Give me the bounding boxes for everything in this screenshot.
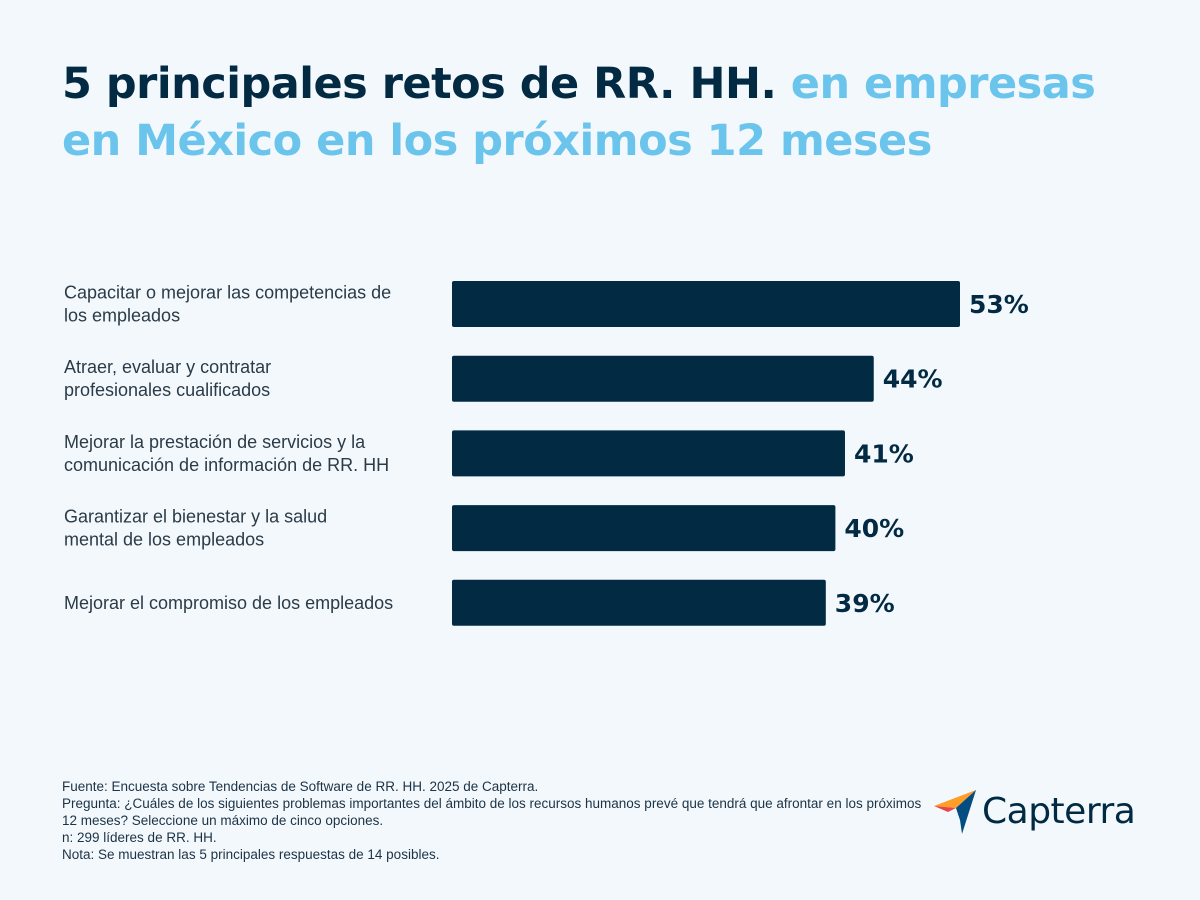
title-part-1: 5 principales retos de RR. HH. <box>62 59 777 109</box>
capterra-logo: Capterra <box>932 786 1136 836</box>
footnote-note: Nota: Se muestran las 5 principales resp… <box>62 847 440 862</box>
value-label: 44% <box>883 365 943 394</box>
footnote-question: Pregunta: ¿Cuáles de los siguientes prob… <box>62 796 922 828</box>
category-label: Garantizar el bienestar y la salud mental… <box>64 507 327 550</box>
bar <box>452 505 836 552</box>
footnote-source: Fuente: Encuesta sobre Tendencias de Sof… <box>62 779 539 794</box>
value-label: 41% <box>854 439 914 468</box>
footnotes: Fuente: Encuesta sobre Tendencias de Sof… <box>62 778 922 863</box>
category-label: Mejorar el compromiso de los empleados <box>64 593 393 613</box>
bar <box>452 430 845 477</box>
bar <box>452 355 874 402</box>
category-label: Capacitar o mejorar las competencias de l… <box>64 283 391 326</box>
bar-chart: 53% Capacitar o mejorar las competencias … <box>64 281 1029 626</box>
value-label: 39% <box>835 589 895 618</box>
capterra-wordmark: Capterra <box>982 790 1136 832</box>
title-part-2: en empresas en México en los próximos 12… <box>62 59 1096 166</box>
chart-title: 5 principales retos de RR. HH. en empres… <box>62 56 1142 170</box>
bar <box>452 281 960 327</box>
bar <box>452 579 826 626</box>
value-label: 53% <box>969 290 1029 319</box>
category-label: Atraer, evaluar y contratar profesionales… <box>64 357 271 400</box>
category-label: Mejorar la prestación de servicios y la c… <box>64 432 389 475</box>
footnote-sample: n: 299 líderes de RR. HH. <box>62 830 217 845</box>
value-label: 40% <box>844 514 904 543</box>
capterra-arrow-icon <box>934 790 976 834</box>
